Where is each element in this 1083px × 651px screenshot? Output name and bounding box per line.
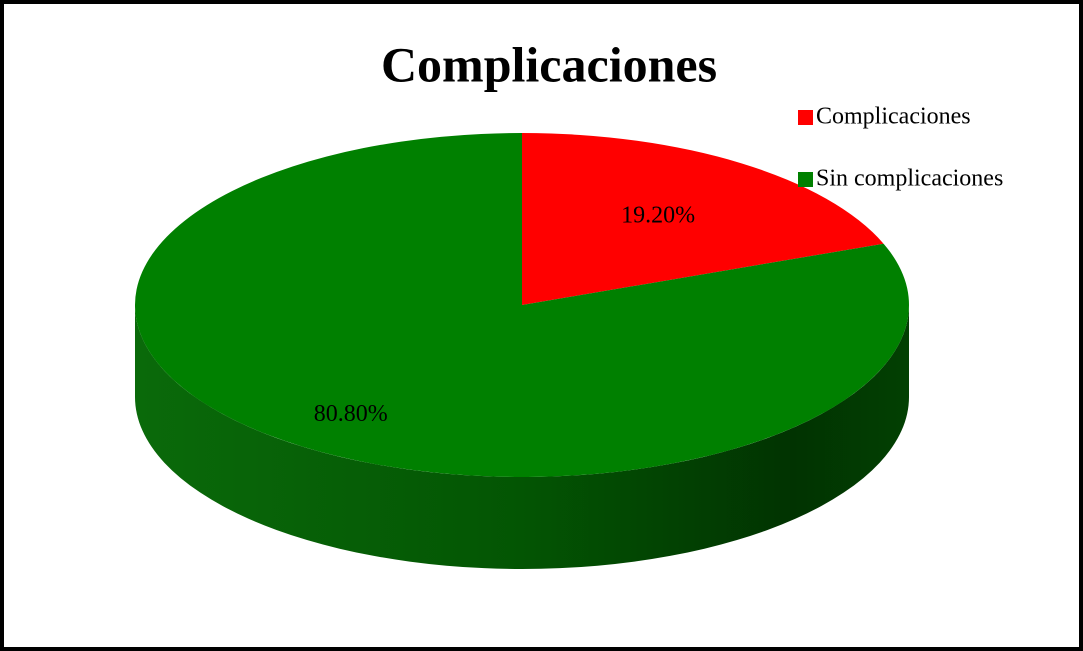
legend-label: Sin complicaciones: [816, 166, 1003, 192]
pie-slice: [134, 133, 909, 477]
chart-title: Complicaciones: [381, 36, 717, 92]
pie-side: [135, 305, 909, 569]
legend-label: Complicaciones: [816, 104, 971, 130]
legend-swatch: [798, 110, 813, 125]
data-label: 80.80%: [314, 401, 388, 427]
data-label: 19.20%: [621, 203, 695, 229]
legend-swatch: [798, 172, 813, 187]
pie-slice: [522, 133, 884, 305]
